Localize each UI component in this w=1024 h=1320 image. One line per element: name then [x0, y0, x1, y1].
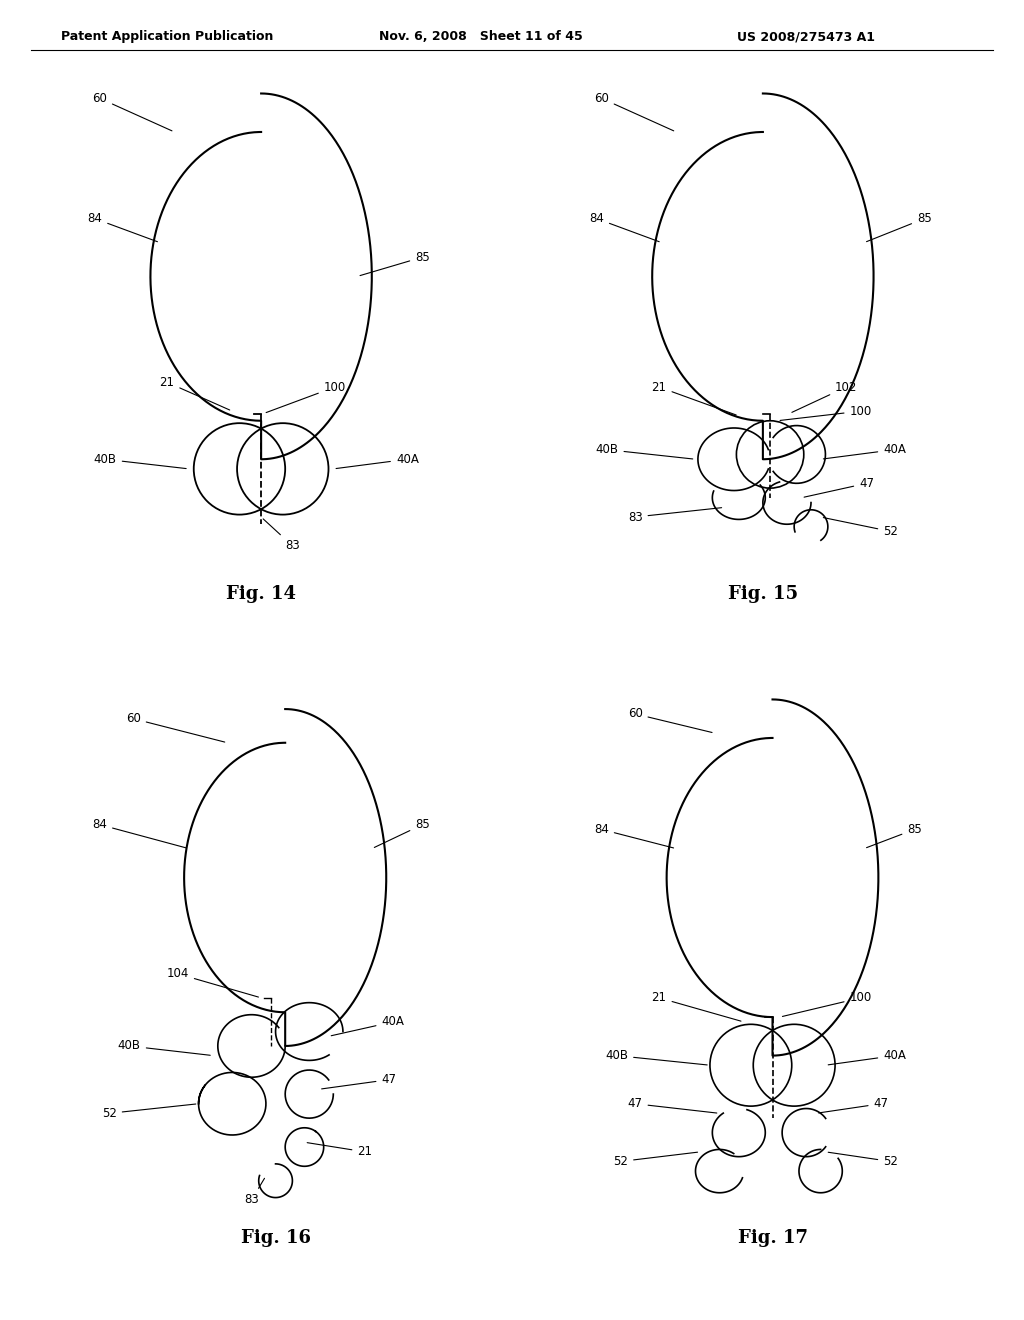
- Text: 52: 52: [828, 1152, 898, 1168]
- Text: 84: 84: [589, 213, 659, 242]
- Text: Fig. 15: Fig. 15: [728, 585, 798, 603]
- Text: Fig. 14: Fig. 14: [226, 585, 296, 603]
- Text: Nov. 6, 2008   Sheet 11 of 45: Nov. 6, 2008 Sheet 11 of 45: [379, 30, 583, 44]
- Text: 21: 21: [307, 1143, 373, 1159]
- Text: 21: 21: [651, 991, 741, 1022]
- Text: 85: 85: [360, 251, 430, 276]
- Text: Fig. 17: Fig. 17: [737, 1229, 808, 1247]
- Text: 100: 100: [780, 405, 871, 421]
- Text: 83: 83: [263, 519, 300, 552]
- Text: 52: 52: [613, 1152, 697, 1168]
- Text: 47: 47: [804, 477, 874, 498]
- Text: 83: 83: [244, 1179, 264, 1206]
- Text: US 2008/275473 A1: US 2008/275473 A1: [737, 30, 876, 44]
- Text: 47: 47: [322, 1073, 396, 1089]
- Text: 40B: 40B: [94, 453, 186, 469]
- Text: 40A: 40A: [336, 453, 419, 469]
- Text: 40A: 40A: [828, 1049, 906, 1065]
- Text: 60: 60: [628, 708, 712, 733]
- Text: Patent Application Publication: Patent Application Publication: [61, 30, 273, 44]
- Text: 47: 47: [818, 1097, 889, 1113]
- Text: 100: 100: [782, 991, 871, 1016]
- Text: 21: 21: [160, 376, 229, 411]
- Text: 52: 52: [101, 1104, 196, 1119]
- Text: 60: 60: [126, 713, 224, 742]
- Text: 104: 104: [167, 968, 258, 997]
- Text: 40A: 40A: [823, 444, 906, 459]
- Text: 85: 85: [866, 822, 922, 847]
- Text: 85: 85: [375, 818, 430, 847]
- Text: 100: 100: [266, 380, 346, 413]
- Text: 84: 84: [87, 213, 158, 242]
- Text: 102: 102: [792, 380, 857, 412]
- Text: 40B: 40B: [118, 1039, 210, 1055]
- Text: 47: 47: [628, 1097, 717, 1113]
- Text: 60: 60: [92, 92, 172, 131]
- Text: 40A: 40A: [331, 1015, 404, 1036]
- Text: 21: 21: [651, 380, 736, 414]
- Text: 52: 52: [823, 517, 898, 539]
- Text: 84: 84: [594, 822, 674, 847]
- Text: 83: 83: [628, 508, 722, 524]
- Text: 40B: 40B: [605, 1049, 708, 1065]
- Text: 85: 85: [866, 213, 932, 242]
- Text: 40B: 40B: [596, 444, 693, 459]
- Text: 84: 84: [92, 818, 186, 847]
- Text: 60: 60: [594, 92, 674, 131]
- Text: Fig. 16: Fig. 16: [241, 1229, 310, 1247]
